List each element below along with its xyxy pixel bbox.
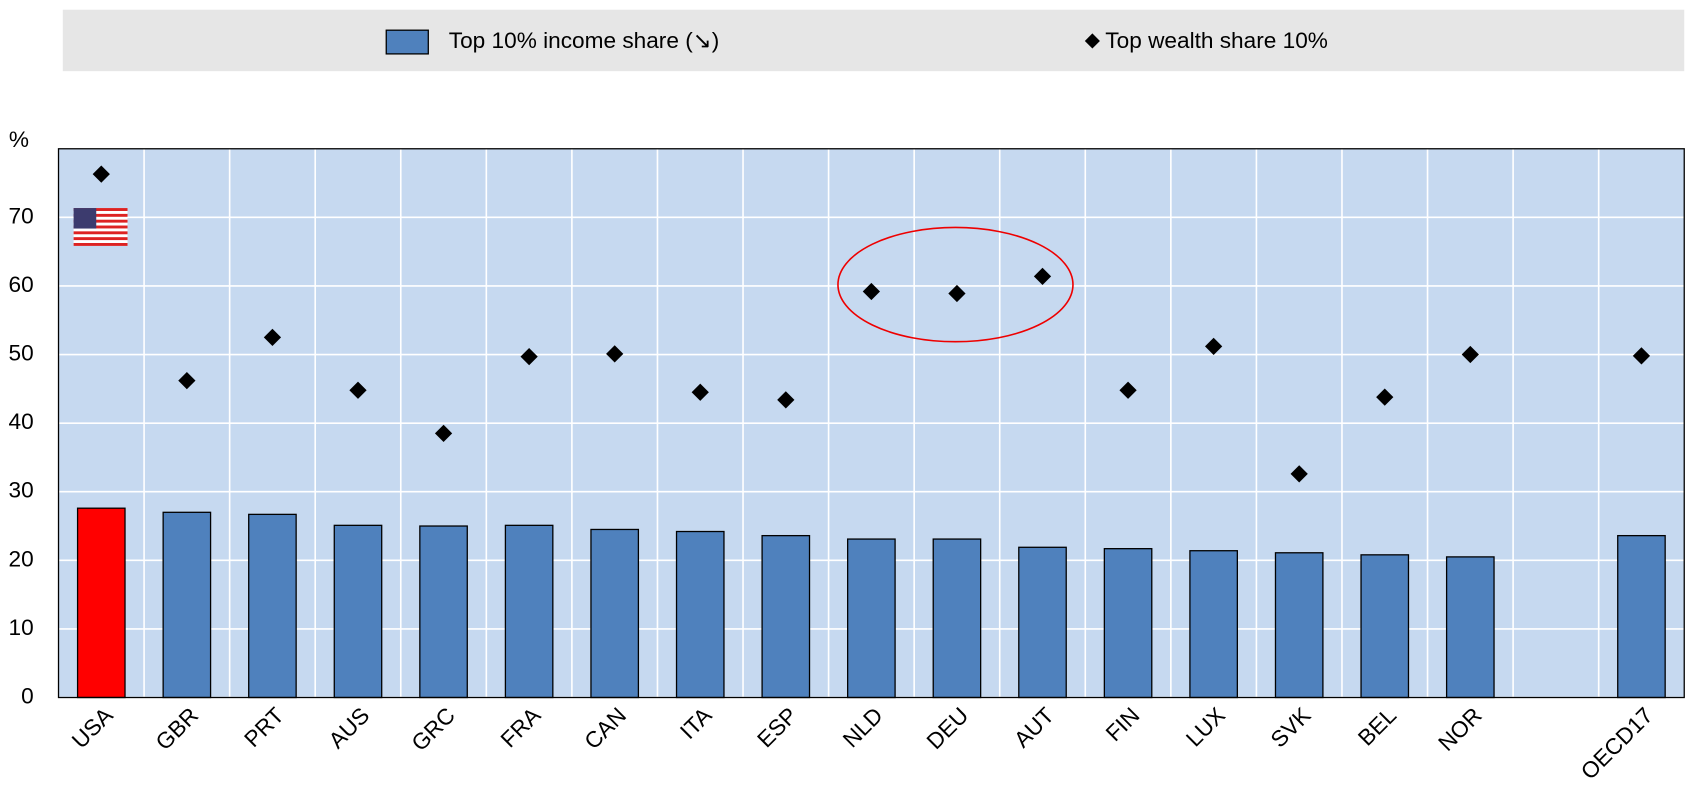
diamond-marker	[349, 381, 367, 399]
bar	[932, 538, 982, 699]
bar	[1103, 548, 1153, 699]
diamond-marker	[862, 282, 880, 301]
diamond-marker	[434, 424, 453, 443]
bar	[1189, 550, 1238, 699]
diamond-marker	[1033, 267, 1052, 285]
us-flag	[73, 208, 128, 246]
diamond-marker	[1290, 465, 1308, 483]
bar	[590, 528, 640, 699]
x-tick-label: LUX	[1181, 703, 1230, 752]
y-tick-label: 50	[9, 341, 34, 366]
x-tick-label: AUT	[1009, 703, 1059, 753]
legend-swatch	[385, 29, 429, 55]
legend-box	[62, 9, 1685, 72]
x-tick-label: FIN	[1101, 703, 1144, 746]
bar	[1360, 554, 1410, 699]
bar	[1617, 534, 1666, 699]
x-tick-label: SVK	[1266, 703, 1316, 753]
bar	[504, 524, 554, 699]
diamond-marker	[777, 391, 795, 409]
flag-canton	[73, 208, 97, 229]
y-tick-label: 20	[9, 546, 34, 571]
x-tick-label: DEU	[922, 703, 973, 754]
x-tick-label: NOR	[1433, 703, 1486, 756]
y-tick-label: 30	[9, 478, 34, 503]
y-axis-label: %	[9, 127, 29, 152]
diamond-marker	[1461, 345, 1479, 364]
bar	[76, 507, 126, 699]
x-tick-label: OECD17	[1576, 703, 1658, 785]
bar	[419, 525, 468, 699]
bar	[761, 534, 811, 699]
legend-label: Top 10% income share (↘)	[449, 28, 719, 53]
bar	[162, 511, 212, 699]
bar	[847, 538, 896, 699]
flag-stripes	[73, 208, 128, 246]
bar	[333, 524, 383, 699]
diamond-marker	[1205, 337, 1223, 355]
diamond-marker	[263, 328, 282, 347]
diamond-marker	[1119, 381, 1137, 399]
bar	[1445, 556, 1495, 699]
diamond-marker	[178, 371, 196, 390]
bar	[675, 530, 725, 699]
x-tick-label: ITA	[675, 702, 717, 744]
bar	[1018, 546, 1067, 699]
plot-frame	[57, 148, 1685, 699]
y-tick-label: 0	[21, 683, 34, 708]
x-tick-label: AUS	[324, 703, 375, 754]
highlight-ellipse	[837, 226, 1074, 343]
bar	[1274, 552, 1324, 699]
diamond-marker	[520, 347, 538, 366]
x-tick-label: GRC	[407, 703, 460, 756]
diamond-marker	[606, 345, 624, 363]
y-tick-label: 40	[9, 409, 34, 434]
x-tick-label: FRA	[496, 702, 546, 752]
y-tick-label: 70	[9, 203, 34, 228]
y-tick-label: 60	[9, 272, 34, 297]
diamond-marker	[691, 383, 709, 401]
x-tick-label: USA	[67, 702, 118, 753]
x-tick-label: NLD	[838, 703, 888, 753]
y-tick-label: 10	[9, 615, 34, 640]
x-tick-label: PRT	[239, 703, 289, 753]
x-tick-label: ESP	[753, 703, 803, 753]
legend-label: Top wealth share 10%	[1105, 28, 1328, 53]
diamond-marker	[1632, 347, 1651, 365]
x-tick-label: CAN	[580, 703, 631, 754]
x-tick-label: GBR	[151, 703, 203, 755]
diamond-marker	[948, 284, 966, 303]
diamond-marker	[1376, 388, 1394, 406]
bar	[248, 513, 297, 699]
x-tick-label: BEL	[1353, 703, 1401, 751]
